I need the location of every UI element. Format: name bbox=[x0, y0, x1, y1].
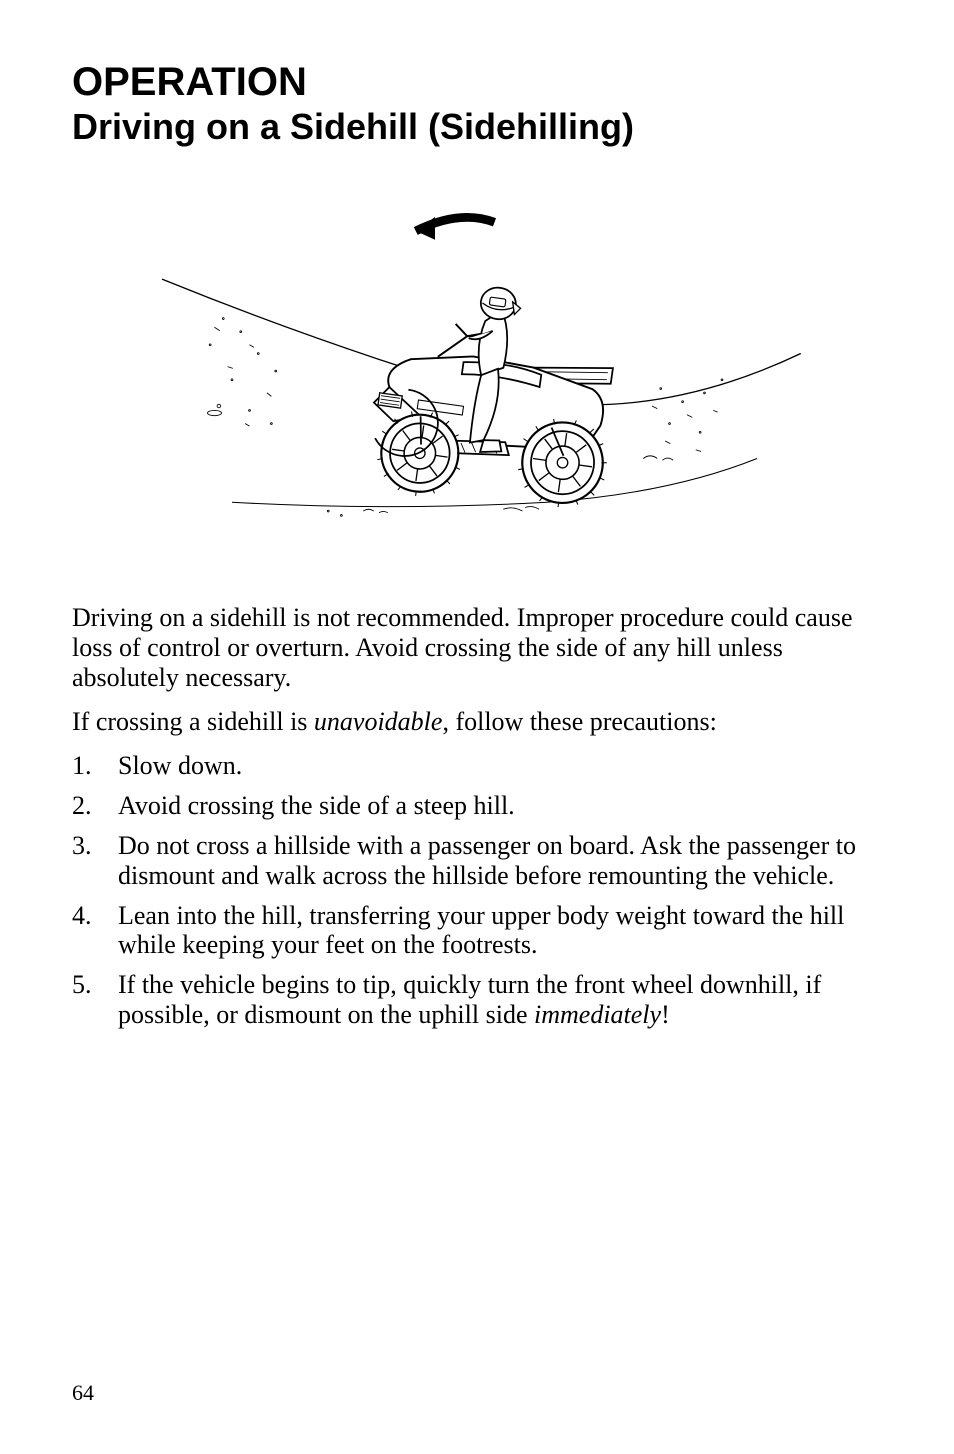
list-text-5-post: ! bbox=[661, 1000, 670, 1029]
list-num-4: 4. bbox=[72, 901, 92, 931]
list-text-2: Avoid crossing the side of a steep hill. bbox=[118, 791, 515, 820]
list-text-4: Lean into the hill, transferring your up… bbox=[118, 901, 844, 960]
page-number: 64 bbox=[72, 1380, 94, 1406]
atv-sidehill-svg bbox=[127, 181, 827, 561]
heading-block: OPERATION Driving on a Sidehill (Sidehil… bbox=[72, 60, 882, 147]
paragraph-2: If crossing a sidehill is unavoidable, f… bbox=[72, 707, 882, 737]
list-num-5: 5. bbox=[72, 970, 92, 1000]
p2-pre: If crossing a sidehill is bbox=[72, 707, 314, 736]
p2-em: unavoidable bbox=[314, 707, 443, 736]
page-heading-2: Driving on a Sidehill (Sidehilling) bbox=[72, 106, 882, 147]
list-item-4: 4. Lean into the hill, transferring your… bbox=[72, 901, 882, 961]
list-text-5-em: immediately bbox=[534, 1000, 661, 1029]
precautions-list: 1. Slow down. 2. Avoid crossing the side… bbox=[72, 751, 882, 1030]
list-item-2: 2. Avoid crossing the side of a steep hi… bbox=[72, 791, 882, 821]
list-item-1: 1. Slow down. bbox=[72, 751, 882, 781]
sidehill-illustration bbox=[72, 171, 882, 571]
p2-post: , follow these precautions: bbox=[442, 707, 716, 736]
list-text-1: Slow down. bbox=[118, 751, 242, 780]
list-item-3: 3. Do not cross a hillside with a passen… bbox=[72, 831, 882, 891]
list-item-5: 5. If the vehicle begins to tip, quickly… bbox=[72, 970, 882, 1030]
list-text-5-pre: If the vehicle begins to tip, quickly tu… bbox=[118, 970, 821, 1029]
list-num-3: 3. bbox=[72, 831, 92, 861]
list-num-2: 2. bbox=[72, 791, 92, 821]
list-num-1: 1. bbox=[72, 751, 92, 781]
paragraph-1: Driving on a sidehill is not recommended… bbox=[72, 603, 882, 693]
list-text-3: Do not cross a hillside with a passenger… bbox=[118, 831, 856, 890]
page-heading-1: OPERATION bbox=[72, 60, 882, 104]
